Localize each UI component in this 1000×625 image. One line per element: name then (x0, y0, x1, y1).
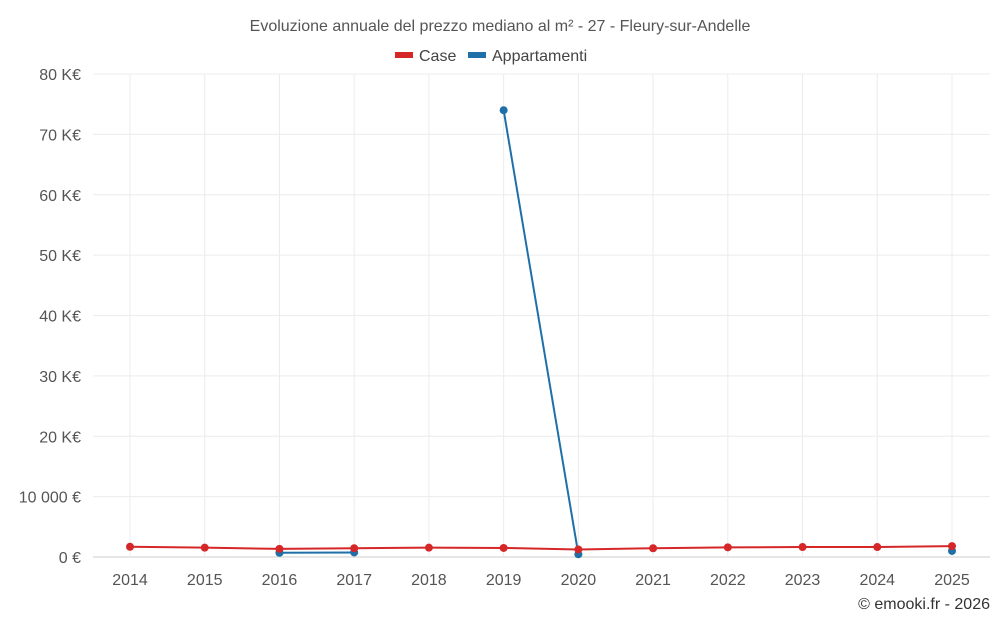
y-tick-label: 20 K€ (39, 429, 81, 446)
x-axis: 2014 2015 2016 2017 2018 2019 2020 2021 2022 2023… (112, 572, 970, 589)
data-point-case (948, 542, 956, 551)
x-tick-label: 2017 (336, 572, 372, 589)
y-tick-label: 40 K€ (39, 309, 81, 326)
x-tick-label: 2014 (112, 572, 148, 589)
data-point-case (126, 542, 134, 551)
data-point-case (873, 543, 882, 552)
legend: Case Appartamenti (395, 48, 587, 65)
data-point-case (200, 543, 209, 552)
y-tick-label: 80 K€ (39, 67, 81, 84)
y-tick-label: 50 K€ (39, 248, 81, 265)
grid (93, 73, 990, 558)
y-tick-label: 60 K€ (39, 188, 81, 205)
x-tick-label: 2020 (561, 572, 597, 589)
x-tick-label: 2024 (859, 572, 895, 589)
data-point-case (574, 545, 583, 554)
data-point-case (424, 543, 433, 552)
x-tick-label: 2018 (411, 572, 447, 589)
data-point-appartamenti (499, 106, 508, 115)
legend-label-appartamenti[interactable]: Appartamenti (492, 48, 587, 65)
x-tick-label: 2016 (262, 572, 298, 589)
data-point-case (350, 544, 359, 553)
y-axis: 0 € 10 000 € 20 K€ 30 K€ 40 K€ 50 K€ 60 K€ 70 K… (19, 67, 81, 567)
x-tick-label: 2019 (486, 572, 522, 589)
data-point-case (798, 543, 807, 552)
series-line-case (129, 545, 953, 551)
credit: © emooki.fr - 2026 (858, 596, 990, 613)
y-tick-label: 70 K€ (39, 127, 81, 144)
data-point-case (499, 543, 508, 552)
y-tick-label: 30 K€ (39, 369, 81, 386)
legend-swatch-appartamenti (468, 52, 486, 58)
data-point-case (649, 544, 658, 553)
data-point-case (723, 543, 732, 552)
legend-swatch-case (395, 52, 413, 58)
chart-title: Evoluzione annuale del prezzo mediano al… (250, 18, 751, 35)
y-tick-label: 10 000 € (19, 490, 81, 507)
x-tick-label: 2021 (635, 572, 671, 589)
x-tick-label: 2025 (934, 572, 970, 589)
x-tick-label: 2023 (785, 572, 821, 589)
series-line-appartamenti (502, 110, 580, 555)
legend-label-case[interactable]: Case (419, 48, 456, 65)
series-layer (126, 106, 956, 559)
y-tick-label: 0 € (59, 550, 81, 567)
x-tick-label: 2022 (710, 572, 746, 589)
x-tick-label: 2015 (187, 572, 223, 589)
data-point-case (275, 544, 284, 553)
